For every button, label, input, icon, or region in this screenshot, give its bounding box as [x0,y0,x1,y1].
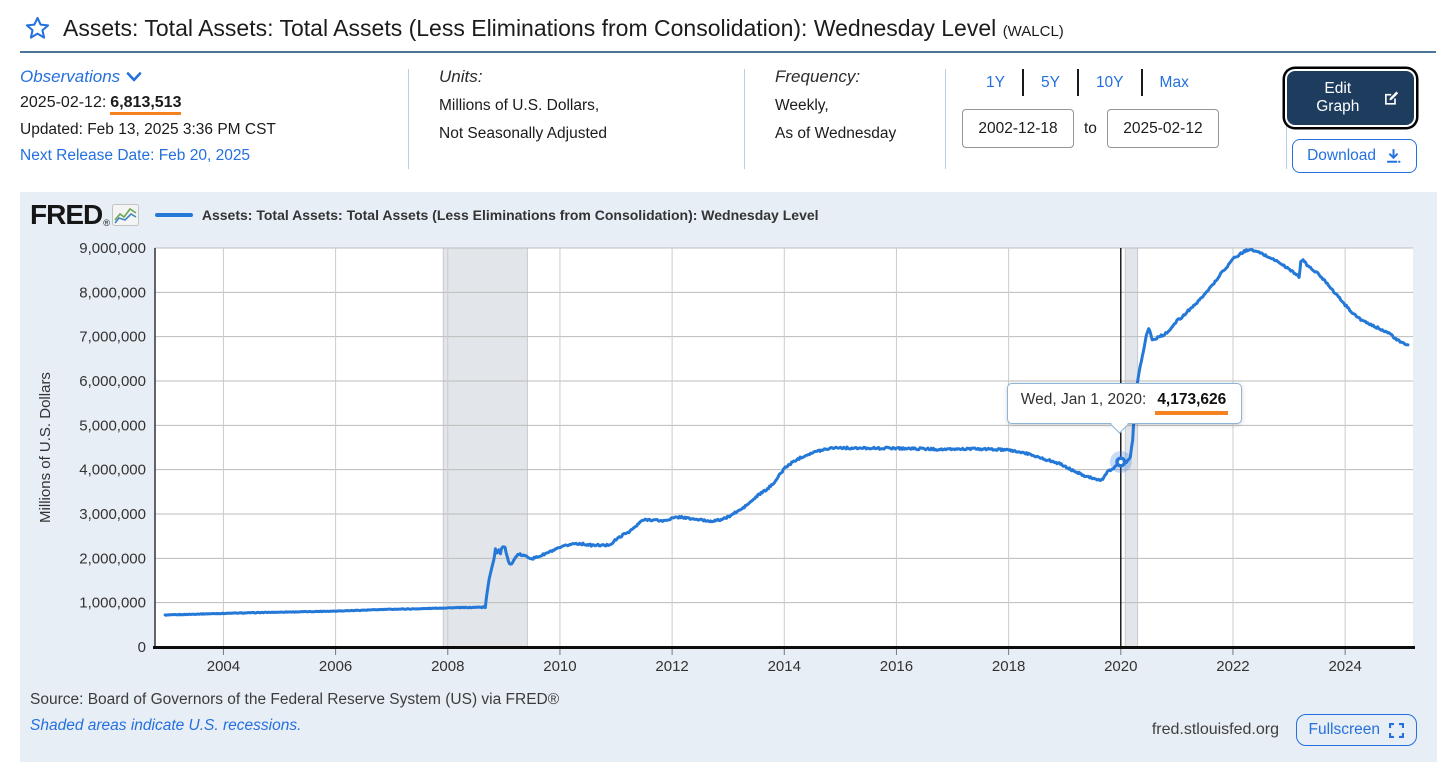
page-title: Assets: Total Assets: Total Assets (Less… [63,15,997,41]
latest-observation: 2025-02-12: 6,813,513 [20,94,408,115]
y-tick-label: 0 [138,639,146,656]
x-tick-label: 2008 [431,658,464,675]
range-preset-10y[interactable]: 10Y [1095,73,1124,91]
site-url: fred.stlouisfed.org [1151,721,1279,738]
range-presets: 1Y 5Y 10Y Max [986,69,1286,96]
fullscreen-button[interactable]: Fullscreen [1295,714,1417,746]
actions-section: Edit Graph Download [1287,65,1436,179]
tooltip-value: 4,173,626 [1155,391,1229,415]
divider [1076,69,1079,96]
y-tick-label: 2,000,000 [79,550,146,567]
y-tick-label: 3,000,000 [79,506,146,523]
to-label: to [1084,119,1097,137]
chart-panel: FRED ® Assets: Total Assets: Total Asset… [20,192,1437,762]
y-axis-title: Millions of U.S. Dollars [37,372,54,523]
date-range-inputs: 2002-12-18 to 2025-02-12 [962,109,1286,148]
frequency-section: Frequency: Weekly, As of Wednesday [745,65,945,179]
download-label: Download [1307,147,1376,164]
divider [1021,69,1024,96]
observations-dropdown[interactable]: Observations [20,67,142,87]
hover-tooltip: Wed, Jan 1, 2020: 4,173,626 [1006,383,1243,434]
x-tick-label: 2014 [768,658,801,675]
x-tick-label: 2012 [655,658,688,675]
recession-note-link[interactable]: Shaded areas indicate U.S. recessions. [30,717,302,734]
y-tick-label: 7,000,000 [79,329,146,346]
range-preset-1y[interactable]: 1Y [986,73,1005,91]
frequency-label: Frequency: [775,67,861,86]
divider [408,69,409,169]
star-icon[interactable] [24,15,51,42]
fullscreen-icon [1389,722,1404,738]
edit-graph-button[interactable]: Edit Graph [1287,71,1414,125]
next-release-link[interactable]: Next Release Date: Feb 20, 2025 [20,147,251,164]
y-tick-label: 9,000,000 [79,240,146,257]
updated-timestamp: Updated: Feb 13, 2025 3:36 PM CST [20,121,276,138]
start-date-input[interactable]: 2002-12-18 [962,109,1074,148]
edit-icon [1384,91,1398,105]
fullscreen-label: Fullscreen [1308,721,1381,738]
x-tick-label: 2022 [1216,658,1249,675]
x-tick-label: 2006 [319,658,352,675]
chart-legend-row: FRED ® Assets: Total Assets: Total Asset… [30,201,819,229]
x-tick-label: 2020 [1104,658,1137,675]
x-tick-label: 2024 [1328,658,1361,675]
chart-plot[interactable]: 0 1,000,000 2,000,000 3,000,000 4,000,000 5,0… [20,192,1437,762]
fred-logo-chart-icon [111,204,139,226]
observations-label: Observations [20,67,121,86]
series-line [163,248,1410,617]
tooltip-date: Wed, Jan 1, 2020: [1020,391,1147,408]
divider [1286,69,1287,169]
series-legend-label: Assets: Total Assets: Total Assets (Less… [201,207,819,223]
y-tick-label: 4,000,000 [79,462,146,479]
page-header: Assets: Total Assets: Total Assets (Less… [0,0,1456,42]
date-range-section: 1Y 5Y 10Y Max 2002-12-18 to 2025-02-12 [946,65,1286,179]
download-button[interactable]: Download [1292,139,1417,173]
registered-mark: ® [103,218,110,228]
hover-point [1118,459,1123,464]
latest-observation-date: 2025-02-12: [20,94,107,111]
range-preset-5y[interactable]: 5Y [1040,73,1060,91]
edit-graph-label: Edit Graph [1316,80,1360,115]
range-preset-max[interactable]: Max [1159,73,1189,91]
units-line2: Not Seasonally Adjusted [439,125,608,142]
divider [1140,69,1143,96]
y-tick-label: 8,000,000 [79,284,146,301]
x-tick-label: 2010 [543,658,576,675]
units-section: Units: Millions of U.S. Dollars, Not Sea… [409,65,744,179]
series-code: (WALCL) [1002,23,1064,40]
observations-section: Observations 2025-02-12: 6,813,513 Update… [20,65,408,179]
series-legend-swatch [154,213,193,217]
source-attribution: Source: Board of Governors of the Federa… [30,691,560,708]
x-tick-label: 2018 [992,658,1025,675]
chevron-down-icon [126,72,142,82]
recession-band [443,248,528,647]
units-line1: Millions of U.S. Dollars, [439,97,600,114]
units-label: Units: [439,67,483,86]
header-divider [20,51,1436,53]
series-meta-bar: Observations 2025-02-12: 6,813,513 Update… [20,53,1436,179]
y-tick-label: 5,000,000 [79,417,146,434]
divider [945,69,946,169]
frequency-line2: As of Wednesday [775,125,897,142]
frequency-line1: Weekly, [775,97,829,114]
fred-logo[interactable]: FRED [30,199,103,230]
download-icon [1387,148,1401,163]
y-tick-label: 6,000,000 [79,373,146,390]
y-tick-label: 1,000,000 [79,595,146,612]
divider [744,69,745,169]
end-date-input[interactable]: 2025-02-12 [1106,109,1219,148]
x-tick-label: 2004 [207,658,240,675]
x-tick-label: 2016 [880,658,913,675]
latest-observation-value: 6,813,513 [110,94,182,115]
